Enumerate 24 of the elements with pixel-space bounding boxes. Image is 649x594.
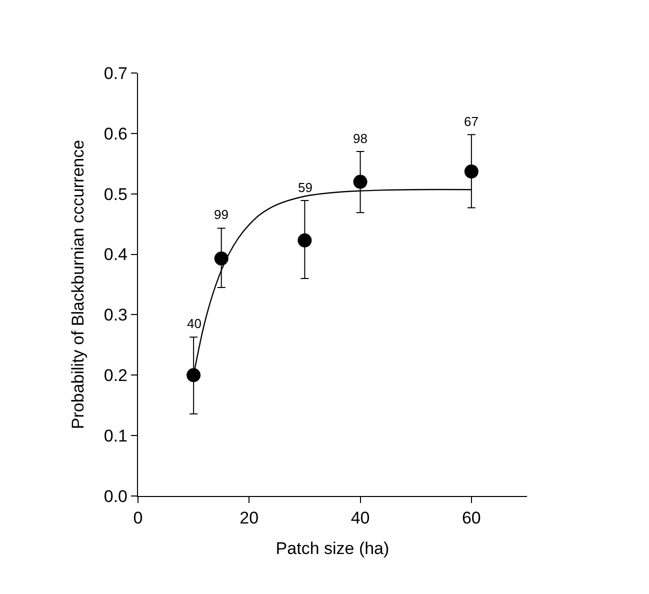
y-axis-title: Probability of Blackburnian cccurrence (68, 140, 88, 430)
y-tick-label: 0.4 (104, 245, 128, 264)
y-tick-label: 0.6 (104, 124, 128, 144)
point (298, 233, 312, 248)
annotation: 40 (187, 316, 202, 331)
x-tick-label: 20 (240, 508, 259, 528)
annotation: 67 (464, 114, 478, 129)
annotation: 98 (353, 131, 368, 146)
y-tick-label: 0.3 (104, 306, 128, 325)
y-tick-label: 0.1 (104, 426, 128, 446)
x-tick-label: 0 (133, 508, 143, 528)
annotation: 99 (214, 207, 228, 222)
point (186, 368, 201, 382)
x-axis-title: Patch size (ha) (276, 538, 390, 558)
x-tick-label: 60 (462, 508, 481, 528)
x-tick-label: 40 (350, 508, 370, 528)
annotation: 59 (298, 180, 312, 195)
y-tick-label: 0.5 (104, 184, 128, 204)
y-tick-label: 0.0 (104, 486, 128, 506)
y-tick-label: 0.2 (104, 366, 128, 386)
y-tick-label: 0.7 (104, 64, 128, 83)
point (214, 252, 228, 266)
point (353, 174, 368, 189)
point (464, 164, 478, 178)
